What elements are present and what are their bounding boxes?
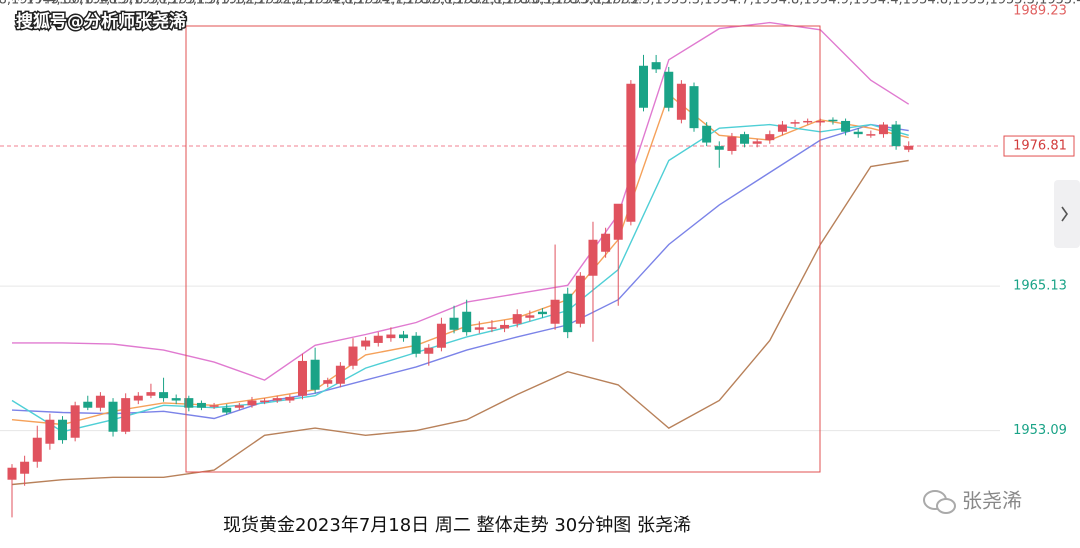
candle-body: [752, 141, 762, 144]
top-price-label: 1989.23: [1013, 4, 1067, 19]
candle-body: [828, 119, 838, 122]
candle-body: [83, 401, 93, 408]
candle-body: [512, 314, 522, 324]
candle-body: [537, 311, 547, 315]
candle-body: [803, 120, 813, 123]
candle-body: [108, 401, 118, 432]
plot-area: 1950.3,1951,1953.5,1954.5,1954.3,1955.5,…: [0, 0, 1080, 518]
candle-body: [196, 402, 206, 408]
logo: 张尧浠: [923, 489, 1022, 514]
indicator-line: [11, 159, 909, 486]
candle-body: [436, 323, 446, 348]
candle-body: [348, 346, 358, 366]
candle-body: [7, 467, 17, 480]
indicator-line: [11, 123, 909, 433]
candle-body: [449, 317, 459, 330]
candle-body: [373, 335, 383, 343]
candle-body: [45, 419, 55, 444]
y-tick-label: 1953.09: [1013, 423, 1067, 438]
indicator-line: [11, 123, 909, 420]
candle-body: [487, 327, 497, 329]
candle-body: [121, 398, 131, 432]
candle-body: [777, 124, 787, 132]
candle-body: [361, 340, 371, 347]
candle-body: [651, 62, 661, 70]
candle-body: [550, 299, 560, 324]
candle-body: [714, 146, 724, 150]
candle-body: [171, 398, 181, 401]
candle-body: [399, 334, 409, 339]
candle-body: [639, 65, 648, 108]
candle-body: [500, 324, 510, 329]
candle-body: [904, 146, 914, 150]
candle-body: [297, 360, 307, 396]
candle-body: [95, 395, 105, 408]
indicator-line: [12, 21, 910, 381]
candle-body: [234, 405, 244, 408]
candle-body: [272, 398, 282, 401]
candle-body: [702, 125, 712, 143]
candle-body: [20, 461, 30, 474]
side-toggle-arrow: [1061, 206, 1068, 222]
candle-body: [247, 400, 257, 406]
candle-body: [474, 327, 484, 330]
candle-body: [285, 396, 295, 401]
candle-body: [58, 419, 68, 441]
candle-body: [323, 380, 333, 384]
candle-body: [260, 400, 270, 403]
candle-body: [664, 71, 674, 108]
candle-body: [853, 131, 863, 135]
candle-body: [411, 335, 421, 354]
candle-body: [209, 405, 219, 407]
candle-body: [310, 359, 320, 390]
price-axis-bg: [1001, 0, 1080, 548]
candle-body: [133, 395, 143, 401]
logo-icon: [936, 498, 956, 514]
candle-body: [878, 124, 888, 135]
watermark: 搜狐号@分析师张尧浠: [16, 11, 186, 32]
last-price-box: [1003, 135, 1075, 157]
candle-body: [563, 293, 573, 333]
candle-body: [841, 120, 851, 132]
candle-body: [727, 136, 737, 151]
candle-body: [159, 392, 169, 399]
candle-body: [184, 398, 194, 408]
candle-body: [626, 83, 636, 222]
highlight-box: [185, 25, 821, 473]
indicator-line: [11, 93, 909, 426]
chart-title: 现货黄金2023年7月18日 周二 整体走势 30分钟图 张尧浠: [223, 515, 691, 536]
y-tick-label: 1965.13: [1013, 279, 1067, 294]
candle-body: [525, 315, 535, 318]
candle-body: [70, 405, 80, 438]
candle-body: [588, 239, 598, 276]
candle-body: [32, 437, 42, 462]
candle-body: [462, 311, 472, 333]
candle-body: [222, 407, 232, 413]
high-label: 1950.3,1951,1953.5,1954.5,1954.3,1955.5,…: [0, 0, 640, 8]
candle-body: [424, 347, 434, 354]
candle-body: [790, 122, 800, 124]
candle-body: [146, 392, 156, 396]
candle-body: [335, 365, 345, 384]
candle-body: [866, 134, 876, 136]
candle-body: [765, 134, 775, 141]
candle-body: [891, 124, 901, 147]
candle-body: [575, 275, 585, 324]
candle-body: [601, 233, 611, 252]
low-label: 1945.86,1948.5,1950,1951.5,1952,1952.2,1…: [26, 0, 1080, 8]
candle-body: [676, 83, 686, 120]
candle-body: [740, 134, 750, 144]
candle-body: [386, 334, 396, 339]
logo-text: 张尧浠: [962, 489, 1022, 513]
candle-body: [689, 86, 699, 129]
candle-body: [613, 203, 623, 240]
last-price-label: 1976.81: [1013, 139, 1067, 154]
